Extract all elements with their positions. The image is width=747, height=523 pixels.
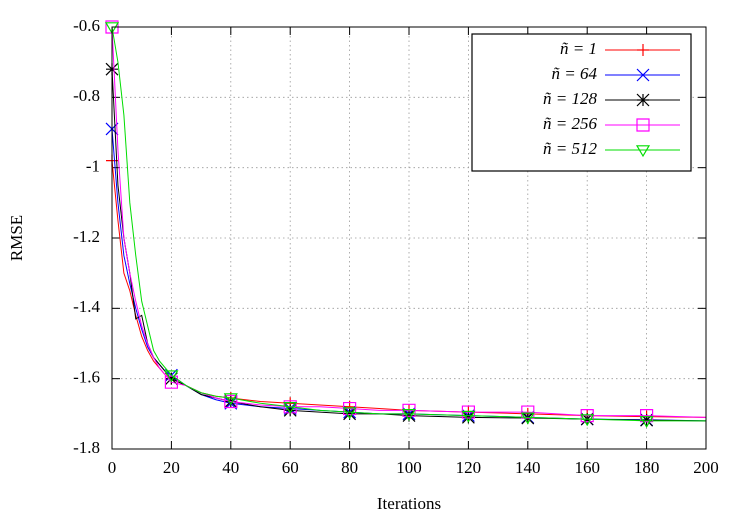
series-line <box>112 69 706 422</box>
x-tick-label: 180 <box>634 458 660 477</box>
x-tick-label: 100 <box>396 458 422 477</box>
legend-label: ñ = 64 <box>552 64 598 83</box>
y-tick-label: -0.8 <box>73 86 100 105</box>
marker <box>402 403 416 417</box>
marker <box>580 408 594 423</box>
x-tick-label: 160 <box>574 458 600 477</box>
marker <box>461 410 476 423</box>
marker <box>640 413 654 427</box>
x-axis-label: Iterations <box>377 494 441 513</box>
y-tick-label: -1.8 <box>73 438 100 457</box>
y-tick-label: -1.4 <box>73 297 100 316</box>
x-tick-label: 140 <box>515 458 541 477</box>
marker <box>636 93 650 107</box>
marker <box>636 68 650 82</box>
marker <box>223 393 238 406</box>
marker <box>342 407 357 420</box>
y-tick-label: -1.2 <box>73 227 100 246</box>
y-tick-label: -1.6 <box>73 368 100 387</box>
marker <box>283 402 298 414</box>
marker <box>636 118 650 132</box>
marker <box>637 44 649 56</box>
x-tick-label: 60 <box>282 458 299 477</box>
marker <box>580 414 595 427</box>
y-tick-label: -1 <box>86 157 100 176</box>
marker <box>283 403 297 417</box>
marker <box>635 145 651 158</box>
x-tick-label: 200 <box>693 458 719 477</box>
x-tick-label: 0 <box>108 458 117 477</box>
series-line <box>112 27 706 422</box>
marker <box>224 394 238 409</box>
marker <box>520 412 535 425</box>
legend-label: ñ = 512 <box>543 139 597 158</box>
x-tick-label: 80 <box>341 458 358 477</box>
legend-box <box>471 33 692 172</box>
marker <box>402 409 416 423</box>
legend-label: ñ = 1 <box>560 39 597 58</box>
marker <box>104 22 120 35</box>
marker <box>105 20 119 34</box>
marker <box>164 370 179 383</box>
marker <box>461 405 475 419</box>
marker <box>343 401 357 416</box>
marker <box>461 410 475 424</box>
marker <box>164 372 178 386</box>
y-axis-label: RMSE <box>7 215 26 261</box>
legend-label: ñ = 256 <box>543 114 597 133</box>
marker <box>343 407 357 421</box>
x-tick-label: 40 <box>222 458 239 477</box>
marker <box>283 400 297 414</box>
y-tick-label: -0.6 <box>73 16 100 35</box>
series-line <box>112 27 706 418</box>
marker <box>639 416 654 429</box>
x-tick-label: 120 <box>456 458 482 477</box>
plot-frame <box>111 26 707 450</box>
legend-label: ñ = 128 <box>543 89 597 108</box>
marker <box>401 409 417 422</box>
x-tick-label: 20 <box>163 458 180 477</box>
